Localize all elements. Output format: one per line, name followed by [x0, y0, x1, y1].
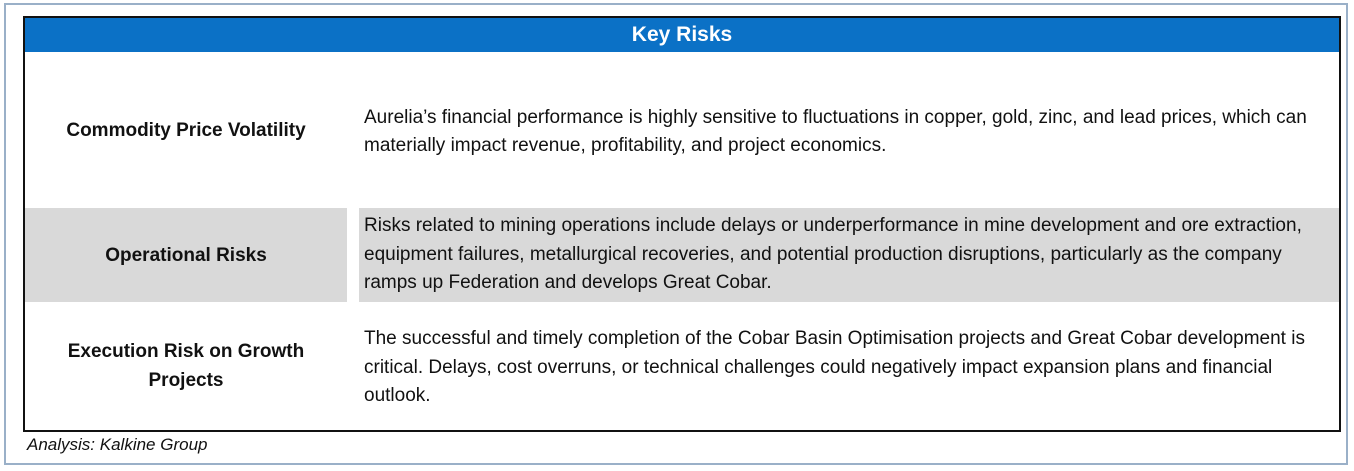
key-risks-table: Key Risks Commodity Price Volatility Aur…: [23, 16, 1341, 432]
risk-description: Aurelia’s financial performance is highl…: [364, 106, 1307, 157]
table-row: Execution Risk on Growth Projects The su…: [25, 302, 1339, 430]
risk-label: Operational Risks: [25, 208, 347, 302]
table-row: Operational Risks Risks related to minin…: [25, 208, 1339, 302]
risk-label: Execution Risk on Growth Projects: [67, 341, 305, 391]
risk-description: Risks related to mining operations inclu…: [359, 208, 1339, 302]
table-row: Commodity Price Volatility Aurelia’s fin…: [25, 52, 1339, 208]
figure-frame: Key Risks Commodity Price Volatility Aur…: [4, 3, 1348, 465]
table-title: Key Risks: [25, 18, 1339, 52]
risk-description: The successful and timely completion of …: [364, 328, 1305, 407]
source-note: Analysis: Kalkine Group: [27, 435, 208, 454]
risk-label: Commodity Price Volatility: [66, 119, 306, 141]
